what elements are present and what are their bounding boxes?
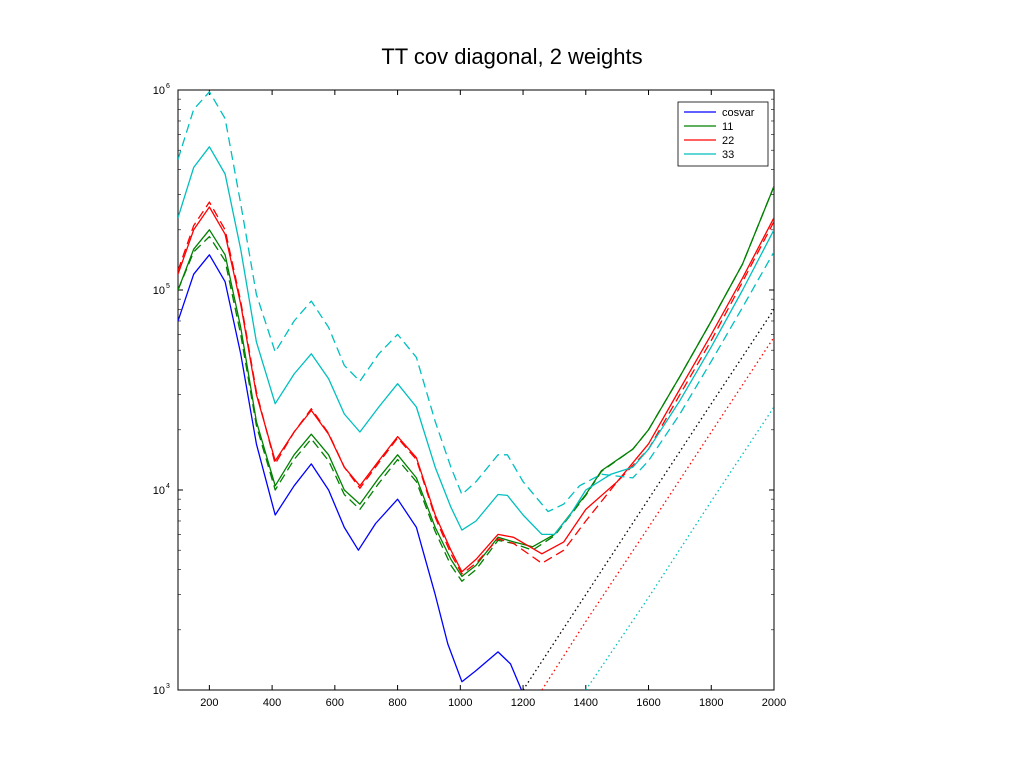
series-line-9-dotted — [585, 406, 774, 690]
series-line-4-dashed — [178, 201, 774, 575]
legend-label: cosvar — [722, 107, 755, 119]
x-tick-label: 400 — [263, 697, 281, 709]
x-tick-label: 1600 — [636, 697, 660, 709]
x-tick-label: 200 — [200, 697, 218, 709]
plot-frame — [177, 89, 775, 691]
y-tick-label-exp: 4 — [166, 483, 170, 490]
legend-box — [677, 101, 769, 167]
y-tick-label-exp: 6 — [166, 83, 170, 90]
series-line-5-solid — [178, 146, 774, 536]
y-tick-label-exp: 5 — [166, 283, 170, 290]
y-tick-label-base: 10 — [153, 85, 165, 97]
series-line-2-dashed — [178, 186, 774, 582]
x-tick-label: 2000 — [762, 697, 786, 709]
series-line-6-dashed — [178, 91, 774, 513]
legend-label: 22 — [722, 135, 734, 147]
legend-label: 33 — [722, 149, 734, 161]
series-line-3-solid — [178, 206, 774, 573]
x-tick-label: 1000 — [448, 697, 472, 709]
x-tick-label: 600 — [326, 697, 344, 709]
y-tick-label-exp: 3 — [166, 683, 170, 690]
y-tick-label-base: 10 — [153, 685, 165, 697]
y-tick-label-base: 10 — [153, 485, 165, 497]
x-tick-label: 800 — [388, 697, 406, 709]
series-line-0-solid — [178, 254, 523, 690]
x-tick-label: 1200 — [511, 697, 535, 709]
series-line-7-dotted — [522, 309, 774, 690]
x-tick-label: 1400 — [574, 697, 598, 709]
y-tick-label-base: 10 — [153, 285, 165, 297]
chart-title: TT cov diagonal, 2 weights — [381, 44, 643, 69]
legend-label: 11 — [722, 121, 733, 133]
series-line-8-dotted — [541, 336, 774, 690]
x-tick-label: 1800 — [699, 697, 723, 709]
